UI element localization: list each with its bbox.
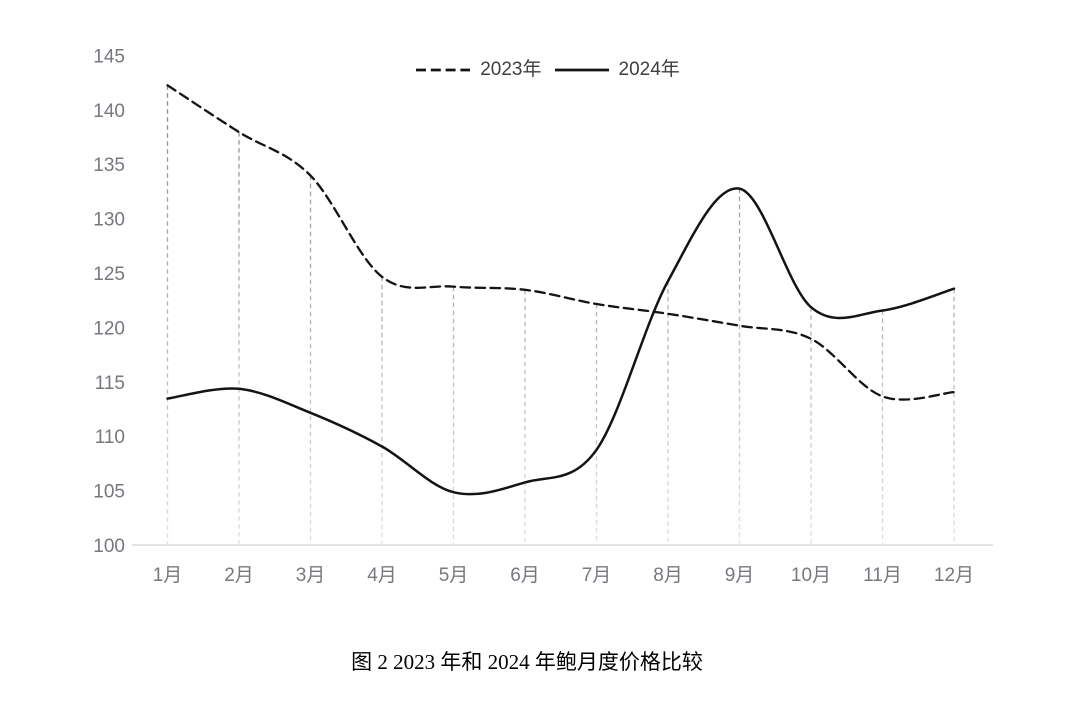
- y-axis-tick-label: 115: [95, 373, 125, 394]
- x-axis-tick-label: 8月: [653, 565, 683, 586]
- y-axis-tick-label: 110: [95, 427, 125, 448]
- x-axis-tick-label: 3月: [296, 565, 326, 586]
- series-line-2024年: [166, 187, 956, 496]
- x-axis-tick-label: 4月: [367, 565, 397, 586]
- y-axis-tick-label: 120: [93, 318, 125, 339]
- x-axis-tick-label: 7月: [582, 565, 612, 586]
- y-axis-tick-label: 145: [93, 46, 125, 67]
- x-axis-tick-label: 9月: [725, 565, 755, 586]
- x-axis-tick-label: 5月: [439, 565, 469, 586]
- chart-legend: 2023年 2024年: [120, 57, 975, 83]
- x-axis-tick-label: 6月: [510, 565, 540, 586]
- legend-label-2024: 2024年: [618, 59, 680, 80]
- y-axis-tick-label: 105: [93, 482, 125, 503]
- series-line-2023年: [166, 84, 956, 401]
- dashed-line-sample-icon: [415, 67, 471, 73]
- x-axis-tick-label: 11月: [863, 565, 902, 586]
- y-axis-tick-label: 140: [93, 101, 125, 122]
- y-axis-tick-label: 135: [93, 155, 125, 176]
- x-axis-tick-label: 2月: [224, 565, 254, 586]
- solid-line-sample-icon: [554, 67, 610, 73]
- x-axis-tick-label: 12月: [934, 565, 974, 586]
- legend-item-2024: 2024年: [554, 57, 680, 83]
- figure-caption: 图 2 2023 年和 2024 年鲍月度价格比较: [351, 650, 703, 674]
- figure-chart-area: 100 105 110 115 120 125 130 135 140 145 1月 2月 3月 4月 5月…: [93, 46, 993, 586]
- x-axis-tick-label: 10月: [791, 565, 831, 586]
- y-axis-tick-label: 100: [93, 536, 125, 557]
- y-axis-tick-label: 130: [93, 210, 125, 231]
- y-axis-tick-label: 125: [93, 264, 125, 285]
- price-comparison-line-chart: 100 105 110 115 120 125 130 135 140 145 1月 2月 3月 4月 5月…: [93, 46, 993, 586]
- legend-label-2023: 2023年: [480, 59, 542, 80]
- x-axis-tick-label: 1月: [153, 565, 183, 586]
- legend-item-2023: 2023年: [415, 57, 542, 83]
